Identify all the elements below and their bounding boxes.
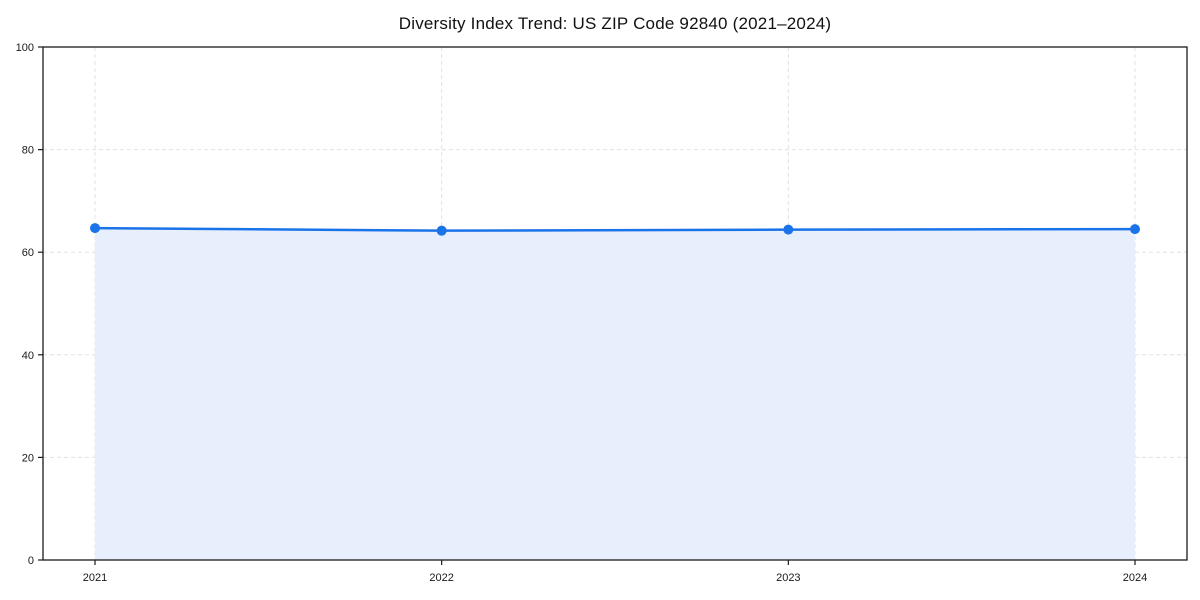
trend-line	[93, 226, 1137, 232]
data-point-marker	[783, 224, 794, 235]
chart-title: Diversity Index Trend: US ZIP Code 92840…	[398, 14, 832, 33]
x-tick-label: 2022	[429, 572, 453, 584]
area-fill	[95, 228, 1135, 561]
axis-frame	[42, 46, 1188, 561]
x-tick-label: 2024	[1123, 572, 1147, 584]
data-point-marker	[1130, 224, 1140, 235]
data-point-marker	[436, 225, 447, 236]
y-tick-label: 100	[16, 42, 34, 54]
y-tick-label: 20	[22, 452, 34, 464]
y-tick-label: 40	[22, 350, 34, 362]
y-tick-label: 60	[22, 247, 34, 259]
y-tick-label: 0	[28, 555, 34, 567]
y-tick-label: 80	[22, 145, 34, 157]
data-point-marker	[90, 223, 100, 234]
x-tick-label: 2023	[776, 572, 800, 584]
x-tick-label: 2021	[83, 572, 107, 584]
